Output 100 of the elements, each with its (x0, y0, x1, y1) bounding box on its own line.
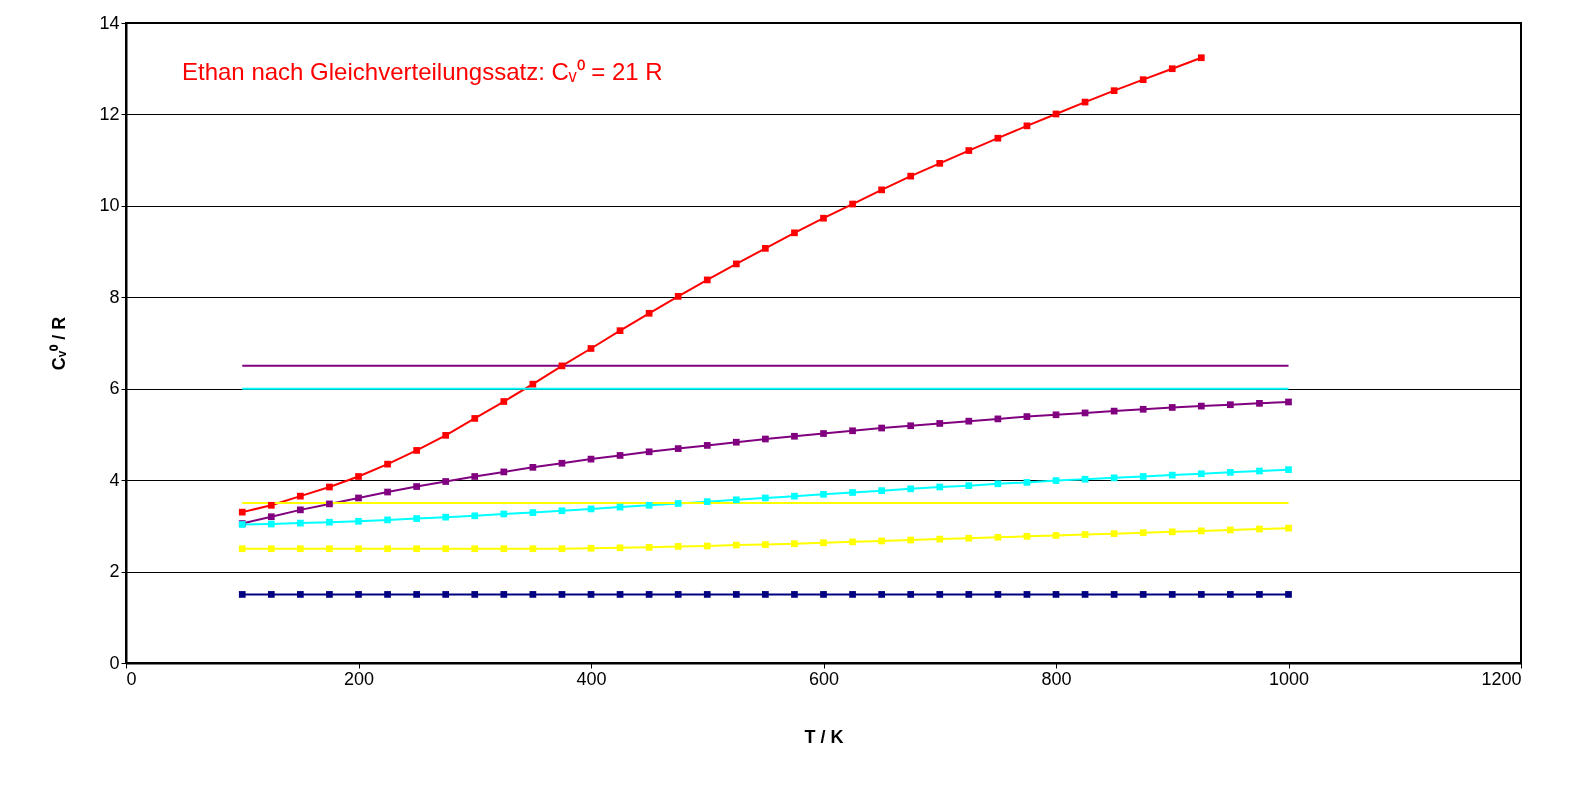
point (500, 468, 508, 476)
point (587, 591, 595, 598)
y-axis-title: Cᵥ⁰ / R (49, 316, 70, 371)
point (1197, 54, 1205, 62)
point (965, 417, 973, 425)
point (1168, 65, 1176, 73)
point (849, 538, 856, 546)
point (442, 513, 450, 521)
point (587, 544, 595, 552)
point (1081, 531, 1089, 538)
point (645, 591, 653, 598)
point (1081, 591, 1089, 598)
point (674, 543, 682, 550)
point (965, 147, 973, 154)
point (1256, 467, 1263, 475)
point (384, 488, 391, 496)
point (471, 415, 479, 422)
point (936, 591, 944, 598)
point (326, 483, 333, 491)
point (1256, 525, 1263, 533)
point (413, 515, 420, 522)
x-tick-label: 600 (808, 668, 840, 689)
point (442, 431, 450, 439)
point (558, 591, 566, 598)
x-tick-label: 0 (126, 668, 137, 689)
point (384, 516, 391, 524)
point (1139, 76, 1147, 84)
point (267, 501, 275, 509)
point (471, 512, 479, 520)
point (849, 591, 856, 598)
point (820, 430, 827, 437)
y-tick-label: 12 (99, 103, 120, 124)
point (238, 591, 246, 598)
point (500, 510, 508, 518)
point (471, 591, 479, 598)
point (674, 445, 682, 452)
point (529, 591, 537, 598)
point (1052, 532, 1060, 539)
point (355, 545, 362, 553)
x-tick-label: 1000 (1268, 668, 1310, 689)
point (936, 535, 944, 543)
point (674, 500, 682, 507)
point (355, 591, 362, 598)
point (1285, 591, 1292, 598)
point (1168, 591, 1176, 598)
point (732, 496, 740, 504)
point (1052, 477, 1060, 484)
point (297, 591, 304, 598)
point (878, 186, 885, 194)
point (703, 442, 711, 449)
point (558, 459, 566, 467)
y-tick-label: 2 (109, 561, 120, 582)
point (965, 534, 973, 542)
x-tick-label: 200 (343, 668, 375, 689)
point (878, 424, 885, 432)
point (762, 494, 769, 502)
point (1139, 473, 1147, 480)
point (471, 545, 479, 553)
point (1227, 526, 1234, 534)
point (703, 591, 711, 598)
point (732, 591, 740, 598)
point (732, 541, 740, 549)
point (1139, 529, 1147, 537)
y-tick-label: 14 (99, 12, 120, 33)
point (1168, 528, 1176, 536)
point (529, 463, 537, 471)
point (413, 545, 420, 553)
point (616, 327, 624, 335)
point (907, 422, 915, 430)
point (297, 506, 304, 514)
point (267, 545, 275, 553)
point (791, 492, 798, 500)
point (762, 541, 769, 548)
point (703, 542, 711, 550)
point (965, 591, 973, 598)
point (1256, 591, 1263, 598)
y-tick-label: 8 (109, 286, 120, 307)
point (413, 483, 420, 490)
point (994, 480, 1002, 488)
point (907, 485, 915, 493)
point (1110, 591, 1118, 598)
point (762, 591, 769, 598)
point (994, 134, 1002, 142)
point (558, 545, 566, 553)
point (384, 591, 391, 598)
point (1197, 470, 1205, 478)
point (762, 245, 769, 252)
x-tick-label: 800 (1041, 668, 1072, 689)
point (297, 519, 304, 527)
y-tick-label: 6 (109, 378, 120, 399)
point (1285, 398, 1292, 406)
x-axis-title: T / K (804, 726, 844, 747)
point (297, 545, 304, 553)
point (616, 544, 624, 552)
point (1023, 533, 1031, 540)
point (1110, 87, 1118, 95)
point (355, 517, 362, 525)
point (645, 448, 653, 456)
point (267, 513, 275, 521)
point (384, 545, 391, 553)
